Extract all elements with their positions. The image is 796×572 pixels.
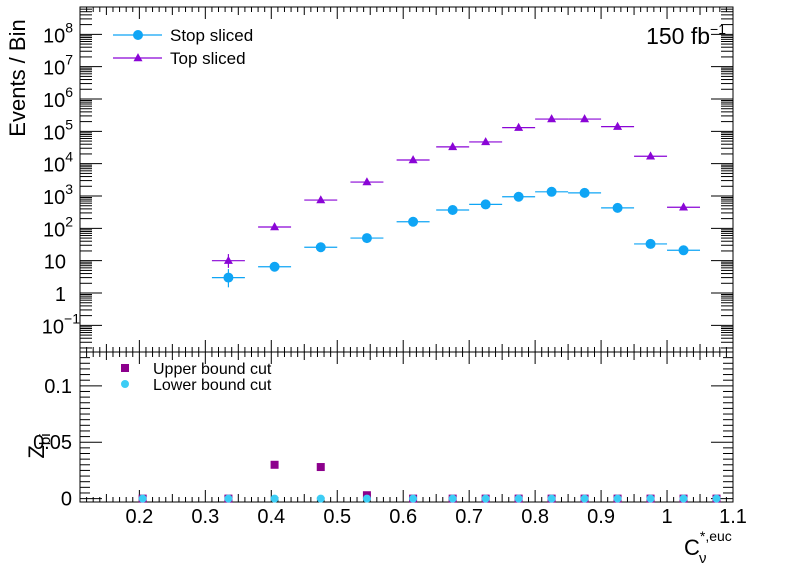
stop-sliced-point [315, 242, 326, 253]
stop-sliced-point [223, 272, 234, 283]
x-axis-label: C*,euc ν [684, 528, 732, 567]
lower-bound-cut-point [514, 494, 523, 503]
lower-bound-cut-point [138, 494, 147, 503]
bottom-y-axis-label: Zbi [24, 433, 54, 458]
zbi-base: Z [24, 445, 49, 458]
top-data-marks [211, 114, 701, 288]
top-sliced-point [270, 222, 280, 231]
lower-bound-cut-point [547, 494, 556, 503]
top-y-axis-label: Events / Bin [5, 19, 30, 136]
lower-bound-cut-point [270, 494, 279, 503]
stop-sliced-point [447, 204, 458, 215]
top-legend: Stop sliced Top sliced [113, 26, 253, 68]
top-sliced-point [580, 114, 590, 123]
lower-bound-cut-point [316, 494, 325, 503]
stop-sliced-point [678, 245, 689, 256]
lower-bound-cut-point [362, 494, 371, 503]
luminosity-annotation: 150 fb−1 [646, 21, 726, 49]
y-tick-label: 10−1 [42, 310, 80, 338]
stop-sliced-point [546, 186, 557, 197]
x-tick-label: 0.3 [191, 506, 219, 528]
upper-bound-cut-point [270, 460, 279, 469]
lower-bound-cut-point [409, 494, 418, 503]
lower-bound-cut-point [613, 494, 622, 503]
legend-label-top-sliced: Top sliced [170, 49, 246, 68]
x-tick-label: 0.9 [587, 506, 615, 528]
legend-label-lower-bound-cut: Lower bound cut [153, 377, 272, 394]
legend-marker-stop-sliced [133, 30, 143, 40]
top-sliced-point [613, 121, 623, 130]
lower-bound-cut-point [679, 494, 688, 503]
luminosity-exponent: −1 [710, 21, 726, 37]
stop-sliced-point [408, 216, 419, 227]
top-sliced-point [362, 177, 372, 186]
x-label-base: C [684, 535, 700, 560]
top-sliced-point [448, 142, 458, 151]
x-tick-label: 0.5 [323, 506, 351, 528]
x-label-sub: ν [699, 550, 707, 567]
stop-sliced-point [361, 233, 372, 244]
y-tick-label: 1 [55, 284, 66, 306]
bottom-plot-frame [79, 351, 734, 503]
top-sliced-point [408, 155, 418, 164]
stop-sliced-point [612, 202, 623, 213]
x-label-sup: *,euc [700, 528, 732, 544]
zbi-sub: bi [37, 433, 54, 445]
x-tick-label: 0.2 [125, 506, 153, 528]
x-tick-label: 1 [661, 506, 672, 528]
lower-bound-cut-point [224, 494, 233, 503]
x-tick-label: 0.4 [257, 506, 285, 528]
stop-sliced-point [579, 187, 590, 198]
bottom-y-tick-label: 0 [61, 489, 72, 511]
stop-sliced-point [645, 238, 656, 249]
lower-bound-cut-point [712, 494, 721, 503]
top-sliced-point [223, 255, 233, 264]
y-tick-label: 104 [43, 149, 73, 177]
top-sliced-point [547, 114, 557, 123]
x-tick-label: 1.1 [719, 506, 747, 528]
legend-label-upper-bound-cut: Upper bound cut [153, 361, 272, 378]
luminosity-text: 150 fb [646, 23, 710, 49]
stop-sliced-point [480, 199, 491, 210]
top-sliced-point [679, 202, 689, 211]
lower-bound-cut-point [481, 494, 490, 503]
x-tick-label: 0.6 [389, 506, 417, 528]
y-tick-label: 105 [43, 116, 73, 144]
top-y-axis: 10−1 1 10 102 103 104 105 106 107 108 [42, 6, 733, 349]
stop-sliced-point [269, 261, 280, 272]
bottom-y-tick-label: 0.1 [44, 376, 72, 398]
lower-bound-cut-point [448, 494, 457, 503]
bottom-y-axis: 0 0.05 0.1 [33, 357, 733, 511]
top-sliced-point [646, 151, 656, 160]
bottom-y-tick-label: 0.05 [33, 432, 72, 454]
lower-bound-cut-point [646, 494, 655, 503]
y-tick-label: 108 [43, 19, 73, 47]
bottom-data-marks [138, 460, 721, 503]
top-sliced-point [514, 122, 524, 131]
legend-label-stop-sliced: Stop sliced [170, 26, 253, 45]
lower-bound-cut-point [580, 494, 589, 503]
top-sliced-point [316, 195, 326, 204]
x-tick-label: 0.7 [455, 506, 483, 528]
legend-marker-top-sliced [133, 53, 143, 62]
y-tick-label: 10 [44, 252, 66, 274]
y-tick-label: 106 [43, 84, 73, 112]
legend-marker-upper-bound-cut [121, 364, 129, 372]
stop-sliced-point [513, 191, 524, 202]
y-tick-label: 107 [43, 52, 73, 80]
top-sliced-point [481, 137, 491, 146]
x-tick-label: 0.8 [521, 506, 549, 528]
y-tick-label: 103 [43, 181, 73, 209]
top-x-axis [86, 7, 734, 352]
bottom-panel: 0 0.05 0.1 0.2 0.3 0.4 0.5 0.6 0.7 0.8 0.9 1 1.1 Zb… [24, 351, 747, 567]
top-panel: 10−1 1 10 102 103 104 105 106 107 108 Events / Bi… [5, 6, 734, 353]
upper-bound-cut-point [316, 463, 325, 472]
bottom-x-axis: 0.2 0.3 0.4 0.5 0.6 0.7 0.8 0.9 1 1.1 [86, 352, 747, 528]
legend-marker-lower-bound-cut [121, 380, 129, 388]
y-tick-label: 102 [43, 213, 73, 241]
